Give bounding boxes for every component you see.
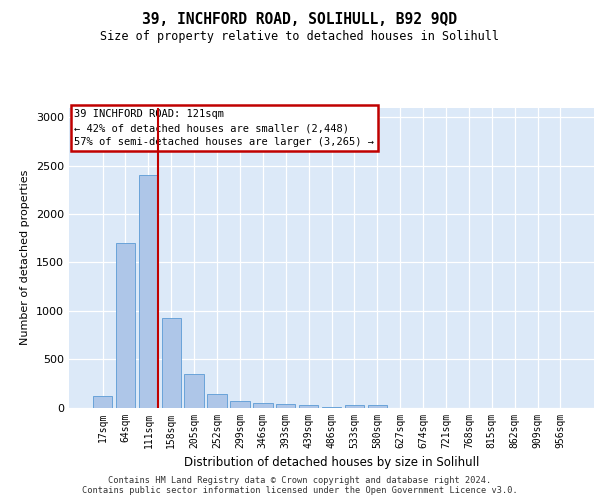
Bar	[230, 400, 250, 407]
Text: Size of property relative to detached houses in Solihull: Size of property relative to detached ho…	[101, 30, 499, 43]
Text: 39, INCHFORD ROAD, SOLIHULL, B92 9QD: 39, INCHFORD ROAD, SOLIHULL, B92 9QD	[143, 12, 458, 28]
Bar	[208, 394, 227, 407]
Bar	[116, 243, 135, 408]
Bar	[161, 318, 181, 408]
Bar	[368, 405, 387, 407]
Bar	[276, 404, 295, 407]
Bar	[93, 396, 112, 407]
Bar	[344, 404, 364, 407]
Bar	[253, 403, 272, 407]
Bar	[184, 374, 204, 408]
Text: Contains HM Land Registry data © Crown copyright and database right 2024.
Contai: Contains HM Land Registry data © Crown c…	[82, 476, 518, 495]
Y-axis label: Number of detached properties: Number of detached properties	[20, 170, 31, 345]
Bar	[299, 405, 319, 407]
Bar	[139, 175, 158, 408]
Text: 39 INCHFORD ROAD: 121sqm
← 42% of detached houses are smaller (2,448)
57% of sem: 39 INCHFORD ROAD: 121sqm ← 42% of detach…	[74, 109, 374, 147]
X-axis label: Distribution of detached houses by size in Solihull: Distribution of detached houses by size …	[184, 456, 479, 469]
